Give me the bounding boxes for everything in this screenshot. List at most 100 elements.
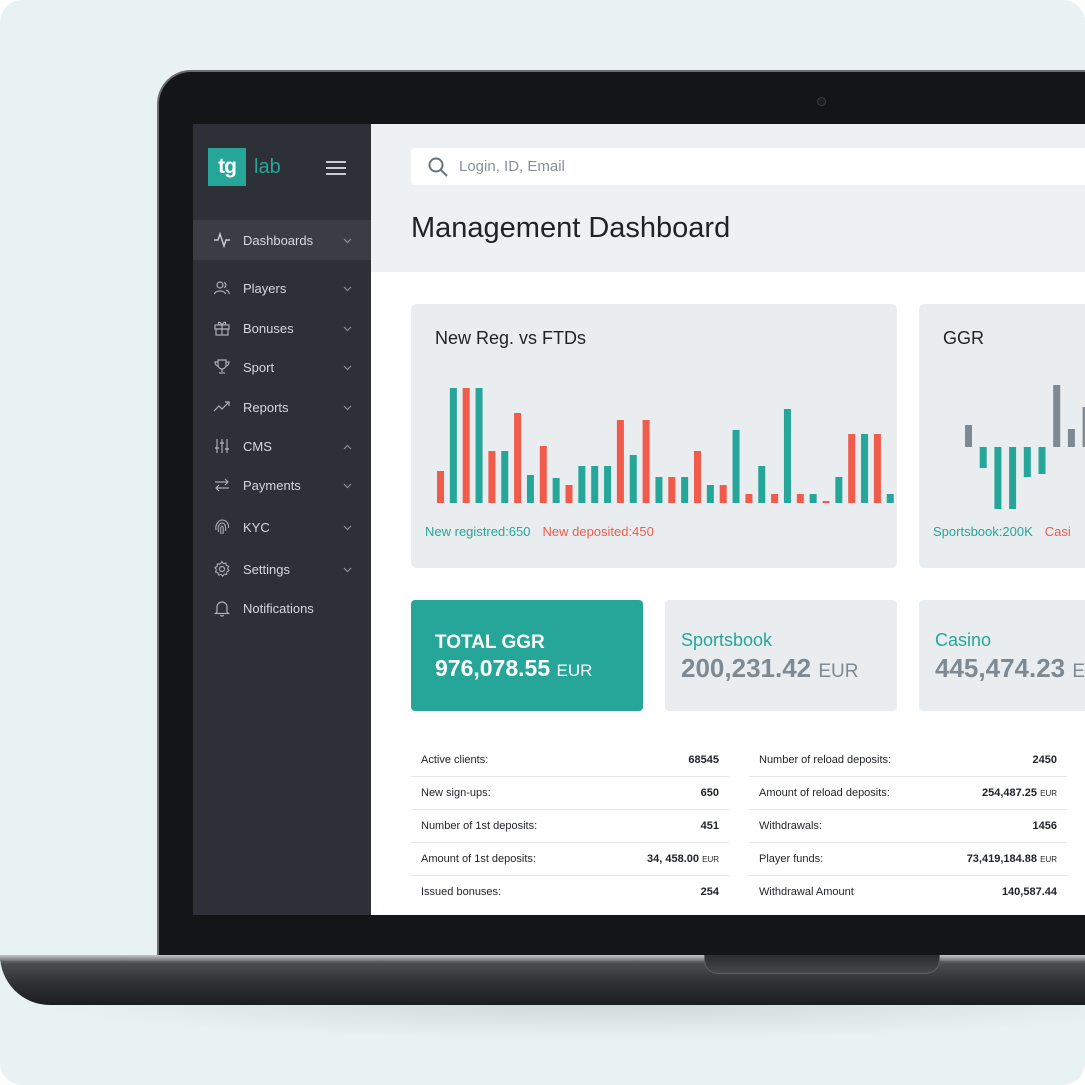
kpi-title: Casino	[935, 630, 992, 650]
search-icon	[427, 156, 449, 178]
sidebar-item-players[interactable]: Players	[193, 273, 371, 303]
sidebar-item-dashboards[interactable]: Dashboards	[193, 225, 371, 255]
chart-bar	[1082, 407, 1085, 447]
fingerprint-icon	[213, 518, 231, 536]
search-bar[interactable]: Login, ID, Email	[411, 148, 1085, 185]
legend-new-registered: New registred:650	[425, 524, 531, 539]
stats-table-left: Active clients: 68545 New sign-ups: 650 Nu…	[411, 744, 729, 909]
chevron-down-icon	[343, 284, 352, 292]
chevron-down-icon	[343, 565, 352, 573]
menu-icon[interactable]	[326, 161, 346, 175]
stats-table-right: Number of reload deposits: 2450 Amount of…	[749, 744, 1067, 909]
header-band	[371, 124, 1085, 272]
chart-bar	[578, 466, 586, 503]
chart-bar	[835, 477, 843, 503]
search-input[interactable]: Login, ID, Email	[459, 158, 565, 175]
sidebar-item-notifications[interactable]: Notifications	[193, 593, 371, 623]
sidebar-item-label: Bonuses	[243, 320, 294, 336]
chevron-down-icon	[343, 403, 352, 411]
ggr-chart	[965, 385, 1085, 509]
sidebar-item-bonuses[interactable]: Bonuses	[193, 313, 371, 343]
sidebar-item-label: Notifications	[243, 600, 314, 616]
sidebar-item-sport[interactable]: Sport	[193, 352, 371, 382]
chevron-down-icon	[343, 363, 352, 371]
chart-legend: New registred:650 New deposited:450	[425, 524, 654, 539]
laptop-notch	[704, 955, 940, 974]
sidebar-item-payments[interactable]: Payments	[193, 470, 371, 500]
chevron-down-icon	[343, 481, 352, 489]
sidebar-item-label: Settings	[243, 561, 290, 577]
chart-bar	[462, 388, 470, 503]
table-row: Number of 1st deposits: 451	[411, 810, 729, 843]
sidebar-item-label: Players	[243, 280, 287, 296]
kpi-value: 976,078.55 EUR	[435, 655, 593, 681]
sidebar-item-cms[interactable]: CMS	[193, 431, 371, 461]
chevron-down-icon	[343, 523, 352, 531]
logo-text: lab	[254, 155, 281, 178]
table-row: Amount of 1st deposits: 34, 458.00 EUR	[411, 843, 729, 876]
chart-bar	[552, 478, 560, 503]
transfer-icon	[213, 476, 231, 494]
screen: tg lab Dashboards Players Bonuses	[193, 124, 1085, 915]
chart-bar	[745, 494, 753, 503]
chart-bar	[475, 388, 483, 503]
chart-bar	[873, 434, 881, 503]
table-row: Issued bonuses: 254	[421, 886, 719, 898]
table-row: Withdrawal Amount 140,587.44	[759, 886, 1057, 898]
sidebar-item-label: CMS	[243, 438, 272, 454]
sidebar-item-label: Payments	[243, 477, 301, 493]
chart-bar	[514, 413, 522, 503]
sidebar-item-label: Dashboards	[243, 232, 314, 248]
table-row: Withdrawals: 1456	[749, 810, 1067, 843]
chart-bar	[655, 477, 663, 503]
kpi-title: Sportsbook	[681, 630, 773, 650]
chart-bar	[822, 501, 830, 503]
sidebar-item-settings[interactable]: Settings	[193, 554, 371, 584]
table-row: Amount of reload deposits: 254,487.25 EUR	[749, 777, 1067, 810]
chart-bar	[809, 494, 817, 503]
gift-icon	[213, 319, 231, 337]
laptop-shadow	[20, 1000, 1085, 1040]
chart-bar	[1067, 429, 1075, 447]
chart-bar	[796, 494, 804, 503]
logo[interactable]: tg lab	[208, 148, 281, 186]
sidebar-item-reports[interactable]: Reports	[193, 392, 371, 422]
chart-bar	[783, 409, 791, 503]
chart-bar	[616, 420, 624, 503]
chart-bar	[449, 388, 457, 503]
legend-sportsbook: Sportsbook:200K	[933, 524, 1033, 539]
chart-bar	[604, 466, 612, 503]
chart-bar	[591, 466, 599, 503]
chart-bar	[437, 471, 444, 503]
trending-up-icon	[213, 398, 231, 416]
chart-legend: Sportsbook:200K Casi	[933, 524, 1071, 539]
chart-bar	[965, 425, 972, 447]
chart-card-ggr: GGR Sportsbook:200K Casi	[919, 304, 1085, 568]
sidebar-item-kyc[interactable]: KYC	[193, 512, 371, 542]
chart-title: GGR	[943, 328, 985, 348]
chart-bar	[565, 485, 573, 503]
chart-bar	[694, 451, 701, 503]
chart-bar	[681, 477, 689, 503]
camera-icon	[817, 97, 826, 106]
chart-bar	[861, 434, 869, 503]
kpi-total-ggr[interactable]: TOTAL GGR 976,078.55 EUR	[411, 600, 643, 711]
chevron-down-icon	[343, 236, 352, 244]
table-row: Active clients: 68545	[411, 744, 729, 777]
laptop-base-edge	[0, 955, 1085, 961]
table-row: Player funds: 73,419,184.88 EUR	[749, 843, 1067, 876]
chart-bar	[668, 477, 676, 503]
sidebar-item-label: Sport	[243, 359, 275, 375]
page-title: Management Dashboard	[411, 212, 731, 244]
kpi-sportsbook[interactable]: Sportsbook 200,231.42 EUR	[665, 600, 897, 711]
chevron-down-icon	[343, 324, 352, 332]
chart-bar	[539, 446, 547, 503]
chart-bar	[629, 455, 637, 503]
chart-bar	[758, 466, 766, 503]
chart-bar	[979, 447, 987, 468]
chart-bar	[1009, 447, 1017, 509]
sliders-icon	[213, 437, 231, 455]
chart-bar	[732, 430, 740, 503]
kpi-casino[interactable]: Casino 445,474.23 E	[919, 600, 1085, 711]
chart-bar	[1023, 447, 1031, 477]
